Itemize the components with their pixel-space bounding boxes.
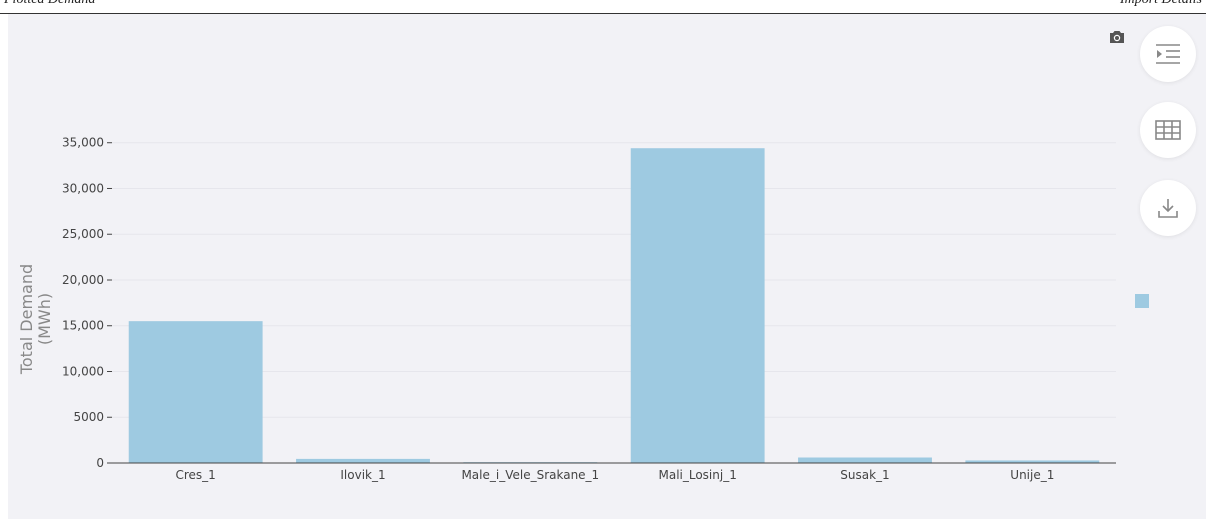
y-tick-label: 5000 (73, 410, 104, 424)
bar-cres_1[interactable] (128, 321, 263, 463)
x-tick-label: Male_i_Vele_Srakane_1 (461, 468, 599, 482)
gridlines (112, 142, 1116, 418)
x-tick-label: Susak_1 (840, 468, 889, 482)
indent-icon (1156, 44, 1180, 64)
y-tick-label: 10,000 (62, 364, 104, 378)
y-axis-label: Total Demand(MWh) (17, 264, 54, 375)
x-tick-label: Mali_Losinj_1 (658, 468, 736, 482)
bar-mali_losinj_1[interactable] (630, 148, 765, 464)
x-tick-label: Cres_1 (176, 468, 216, 482)
download-button[interactable] (1140, 180, 1196, 236)
y-tick-label: 0 (96, 456, 104, 470)
top-header-strip: Plotted Demand Import Details (0, 0, 1206, 14)
bar-ilovik_1[interactable] (296, 458, 430, 463)
bar-susak_1[interactable] (798, 457, 932, 463)
header-left-text: Plotted Demand (4, 0, 95, 8)
download-icon (1158, 199, 1178, 218)
header-right-text: Import Details (1120, 0, 1202, 8)
y-tick-label: 25,000 (62, 227, 104, 241)
axes: 0 5000 10,000 15,000 20,000 25,000 30,000 35,00… (62, 136, 1116, 482)
y-tick-label: 20,000 (62, 273, 104, 287)
y-axis-title: Total Demand(MWh) (17, 264, 54, 375)
y-tick-label: 35,000 (62, 136, 104, 150)
x-tick-label: Unije_1 (1010, 468, 1054, 482)
toggle-sidebar-button[interactable] (1140, 26, 1196, 82)
y-tick-label: 15,000 (62, 319, 104, 333)
table-icon (1155, 120, 1181, 140)
legend-swatch[interactable] (1135, 294, 1149, 308)
bars (128, 148, 1100, 464)
y-tick-label: 30,000 (62, 181, 104, 195)
bar-unije_1[interactable] (965, 460, 1100, 463)
x-tick-label: Ilovik_1 (340, 468, 385, 482)
bar-chart: 0 5000 10,000 15,000 20,000 25,000 30,000 35,00… (17, 136, 1116, 482)
chart-panel: 0 5000 10,000 15,000 20,000 25,000 30,000 35,00… (8, 14, 1206, 519)
camera-icon[interactable] (1108, 29, 1126, 45)
table-view-button[interactable] (1140, 102, 1196, 158)
